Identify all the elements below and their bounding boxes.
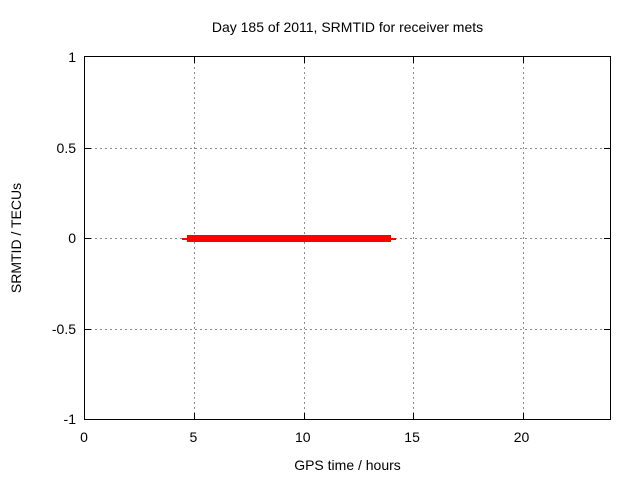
y-axis-label: SRMTID / TECUs	[8, 182, 24, 294]
x-axis-label: GPS time / hours	[294, 457, 401, 473]
tick-mark	[522, 57, 524, 63]
x-tick-label-10: 10	[295, 429, 311, 445]
chart-title: Day 185 of 2011, SRMTID for receiver met…	[211, 19, 484, 35]
srmtid-series-line-cap-left	[182, 237, 187, 240]
tick-mark	[604, 328, 610, 330]
plot-area	[84, 56, 611, 420]
tick-mark	[413, 413, 415, 419]
tick-mark	[303, 413, 305, 419]
tick-mark	[85, 147, 91, 149]
srmtid-series-line	[187, 235, 391, 242]
x-tick-label-0: 0	[80, 429, 88, 445]
gridline-y-0.5	[85, 147, 610, 149]
tick-mark	[522, 413, 524, 419]
y-tick-label-0.5: 0.5	[56, 139, 76, 156]
x-tick-label-5: 5	[189, 429, 198, 445]
tick-mark	[604, 147, 610, 149]
x-tick-label-20: 20	[513, 429, 530, 445]
tick-mark	[194, 413, 196, 419]
tick-mark	[194, 57, 196, 63]
tick-mark	[85, 238, 91, 239]
y-tick-label--0.5: -0.5	[51, 320, 76, 337]
tick-mark	[413, 57, 415, 63]
tick-mark	[85, 328, 91, 330]
gridline-y--0.5	[85, 328, 610, 330]
x-tick-label-15: 15	[404, 429, 420, 445]
gridline-x-20	[522, 57, 524, 419]
tick-mark	[604, 238, 610, 239]
tick-mark	[303, 57, 305, 63]
y-tick-label-0: 0	[68, 230, 76, 246]
gridline-x-15	[413, 57, 415, 419]
srmtid-series-line-cap-right	[391, 237, 396, 240]
y-tick-label-1: 1	[68, 49, 76, 65]
y-tick-label--1: -1	[63, 411, 76, 427]
